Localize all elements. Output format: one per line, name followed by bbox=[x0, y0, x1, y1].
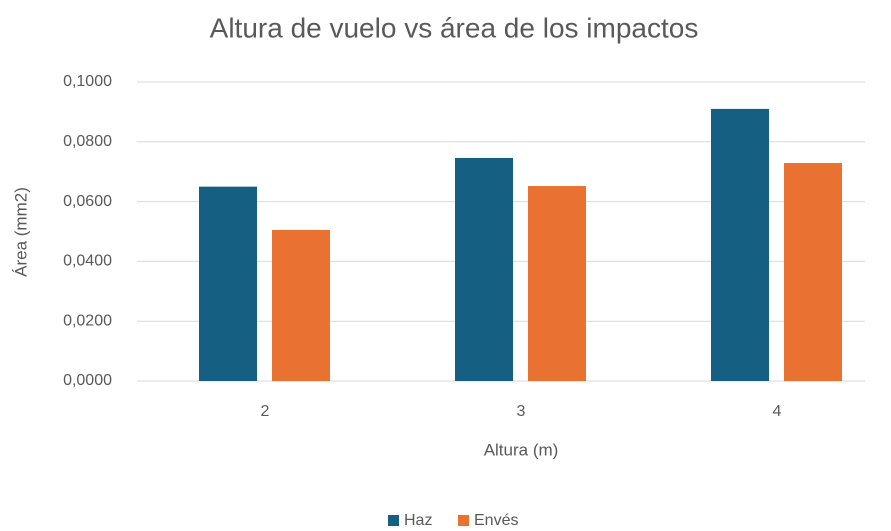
x-tick-label: 2 bbox=[261, 403, 270, 420]
chart-title: Altura de vuelo vs área de los impactos bbox=[210, 12, 699, 43]
legend-label: Envés bbox=[474, 512, 518, 529]
bar bbox=[784, 163, 842, 381]
x-axis-label: Altura (m) bbox=[484, 440, 559, 459]
bar bbox=[711, 108, 769, 381]
bar bbox=[528, 186, 586, 381]
y-tick-label: 0,0200 bbox=[63, 312, 112, 329]
legend-label: Haz bbox=[404, 512, 432, 529]
bar bbox=[455, 157, 513, 381]
bar bbox=[199, 186, 257, 381]
y-tick-label: 0,0400 bbox=[63, 253, 112, 270]
legend-swatch bbox=[458, 515, 469, 526]
x-tick-label: 4 bbox=[773, 403, 782, 420]
y-axis-label: Área (mm2) bbox=[11, 187, 30, 277]
y-tick-label: 0,1000 bbox=[63, 73, 112, 90]
x-tick-label: 3 bbox=[517, 403, 526, 420]
y-tick-label: 0,0000 bbox=[63, 372, 112, 389]
y-tick-label: 0,0600 bbox=[63, 193, 112, 210]
y-tick-label: 0,0800 bbox=[63, 133, 112, 150]
legend-swatch bbox=[388, 515, 399, 526]
bar bbox=[272, 230, 330, 381]
